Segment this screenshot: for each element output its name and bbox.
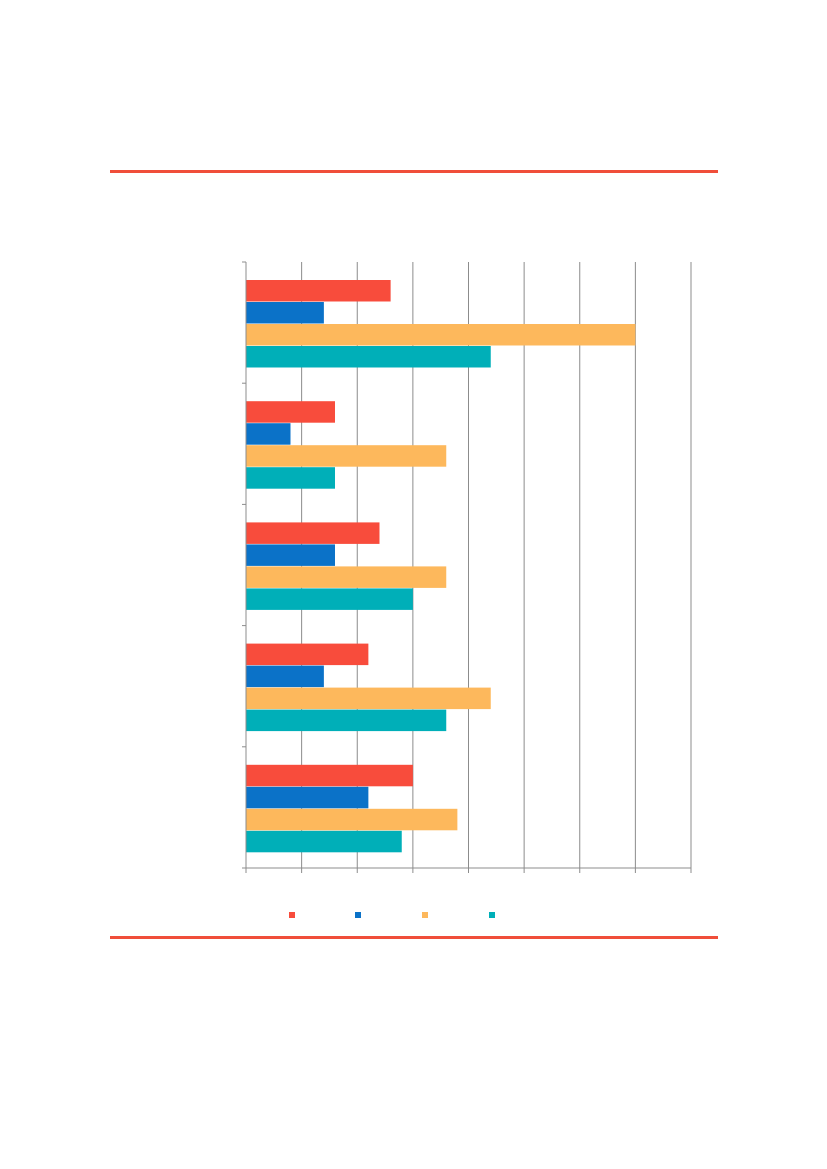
bar bbox=[246, 346, 491, 368]
bar bbox=[246, 687, 491, 710]
bar bbox=[246, 830, 402, 853]
bar bbox=[246, 764, 413, 787]
bar bbox=[246, 786, 369, 809]
legend-swatch bbox=[289, 912, 295, 918]
bar bbox=[246, 566, 447, 588]
bar bbox=[246, 280, 391, 302]
bar bbox=[246, 445, 447, 467]
bar bbox=[246, 302, 324, 324]
bar bbox=[246, 643, 369, 666]
bar bbox=[246, 522, 380, 544]
bar bbox=[246, 709, 447, 732]
bottom-divider-rule bbox=[110, 936, 718, 939]
legend bbox=[289, 912, 495, 918]
bar bbox=[246, 544, 335, 566]
legend-swatch bbox=[489, 912, 495, 918]
axes bbox=[242, 261, 692, 873]
bar bbox=[246, 423, 291, 445]
bar bbox=[246, 665, 324, 688]
bar bbox=[246, 467, 335, 489]
top-divider-rule bbox=[110, 170, 718, 173]
bar bbox=[246, 401, 335, 423]
bars bbox=[246, 280, 636, 853]
bar bbox=[246, 588, 413, 610]
legend-swatch bbox=[355, 912, 361, 918]
legend-swatch bbox=[422, 912, 428, 918]
bar bbox=[246, 808, 458, 831]
bar bbox=[246, 324, 636, 346]
